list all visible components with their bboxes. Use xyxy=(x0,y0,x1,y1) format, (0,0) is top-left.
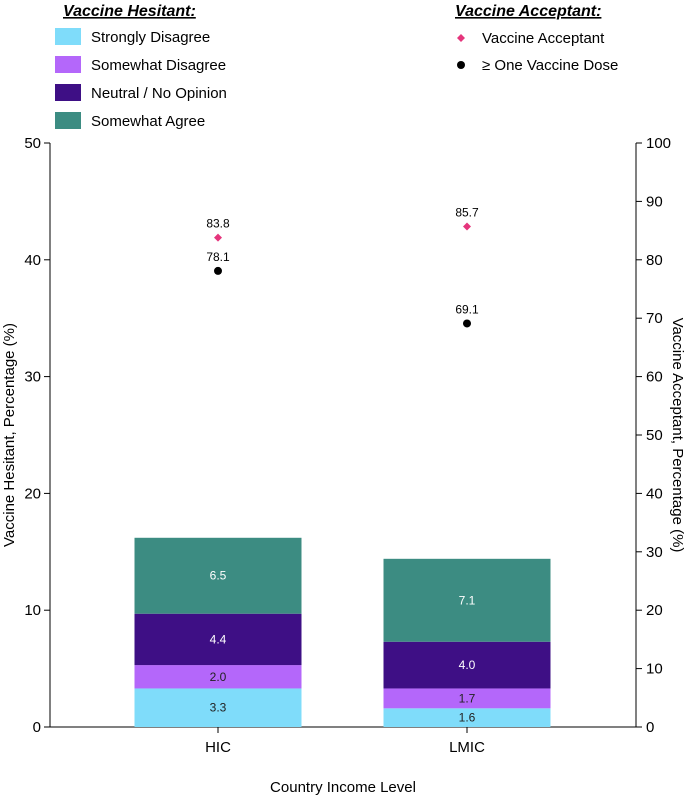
x-tick-label: HIC xyxy=(205,739,231,756)
legend-acceptant-title: Vaccine Acceptant: xyxy=(455,3,601,20)
legend-swatch xyxy=(55,84,81,101)
bar-value-label: 1.7 xyxy=(459,691,476,705)
bar-segment xyxy=(134,537,302,614)
bar-segment xyxy=(383,708,551,727)
dose-point xyxy=(214,266,222,275)
y-left-tick-label: 30 xyxy=(24,369,41,386)
bar-value-label: 4.0 xyxy=(459,658,476,672)
bar-segment xyxy=(383,688,551,709)
bar-segment xyxy=(383,558,551,642)
bar-segment xyxy=(134,688,302,727)
axes: 0 10 20 30 40 50 0 10 20 30 40 50 60 70 80 90 100 HIC LMIC xyxy=(24,135,671,756)
legend-swatch xyxy=(55,112,81,129)
y-left-tick-label: 0 xyxy=(33,719,41,736)
y-right-tick-label: 70 xyxy=(646,310,663,327)
legend-marker xyxy=(457,34,465,42)
y-left-tick-label: 10 xyxy=(24,602,41,619)
acceptant-point xyxy=(214,233,222,242)
bar-value-label: 6.5 xyxy=(210,569,227,583)
legend-marker xyxy=(457,61,465,69)
y-right-tick-label: 30 xyxy=(646,544,663,561)
point-value-label: 85.7 xyxy=(455,206,479,220)
legend-label: Vaccine Acceptant xyxy=(482,30,605,47)
y-left-tick-label: 40 xyxy=(24,252,41,269)
y-right-tick-label: 20 xyxy=(646,602,663,619)
legend-acceptant: Vaccine Acceptant: Vaccine Acceptant ≥ On… xyxy=(455,3,618,74)
y-right-tick-label: 60 xyxy=(646,369,663,386)
legend-hesitant-title: Vaccine Hesitant: xyxy=(63,3,196,20)
y-right-tick-label: 10 xyxy=(646,661,663,678)
legend-label: ≥ One Vaccine Dose xyxy=(482,57,618,74)
bar-value-label: 4.4 xyxy=(210,632,227,646)
legend-hesitant: Vaccine Hesitant: Strongly Disagree Somew… xyxy=(55,3,227,130)
legend-label: Somewhat Agree xyxy=(91,113,205,130)
point-value-label: 78.1 xyxy=(206,250,230,264)
bar-value-label: 3.3 xyxy=(210,701,227,715)
bar-segment xyxy=(134,613,302,666)
bar-value-label: 7.1 xyxy=(459,593,476,607)
scatter-points: 83.8 85.7 78.1 69.1 xyxy=(206,206,479,328)
legend-label: Somewhat Disagree xyxy=(91,57,226,74)
y-left-tick-label: 50 xyxy=(24,135,41,152)
y-right-tick-label: 40 xyxy=(646,485,663,502)
y-right-tick-label: 50 xyxy=(646,427,663,444)
y-left-axis-title: Vaccine Hesitant, Percentage (%) xyxy=(1,323,18,547)
legend-label: Neutral / No Opinion xyxy=(91,85,227,102)
bars: 3.3 2.0 4.4 6.5 1.6 1.7 4.0 7.1 xyxy=(134,537,551,727)
x-tick-label: LMIC xyxy=(449,739,485,756)
y-right-tick-label: 0 xyxy=(646,719,654,736)
point-value-label: 69.1 xyxy=(455,302,479,316)
x-axis-title: Country Income Level xyxy=(270,779,416,796)
legend-label: Strongly Disagree xyxy=(91,29,210,46)
legend-swatch xyxy=(55,56,81,73)
y-right-axis-title: Vaccine Acceptant, Percentage (%) xyxy=(669,318,686,553)
bar-value-label: 1.6 xyxy=(459,711,476,725)
y-right-tick-label: 90 xyxy=(646,193,663,210)
bar-value-label: 2.0 xyxy=(210,670,227,684)
bar-segment xyxy=(134,665,302,689)
legend-swatch xyxy=(55,28,81,45)
y-right-tick-label: 80 xyxy=(646,252,663,269)
y-right-tick-label: 100 xyxy=(646,135,671,152)
dose-point xyxy=(463,319,471,328)
y-left-tick-label: 20 xyxy=(24,485,41,502)
bar-segment xyxy=(383,641,551,689)
acceptant-point xyxy=(463,222,471,231)
point-value-label: 83.8 xyxy=(206,217,230,231)
